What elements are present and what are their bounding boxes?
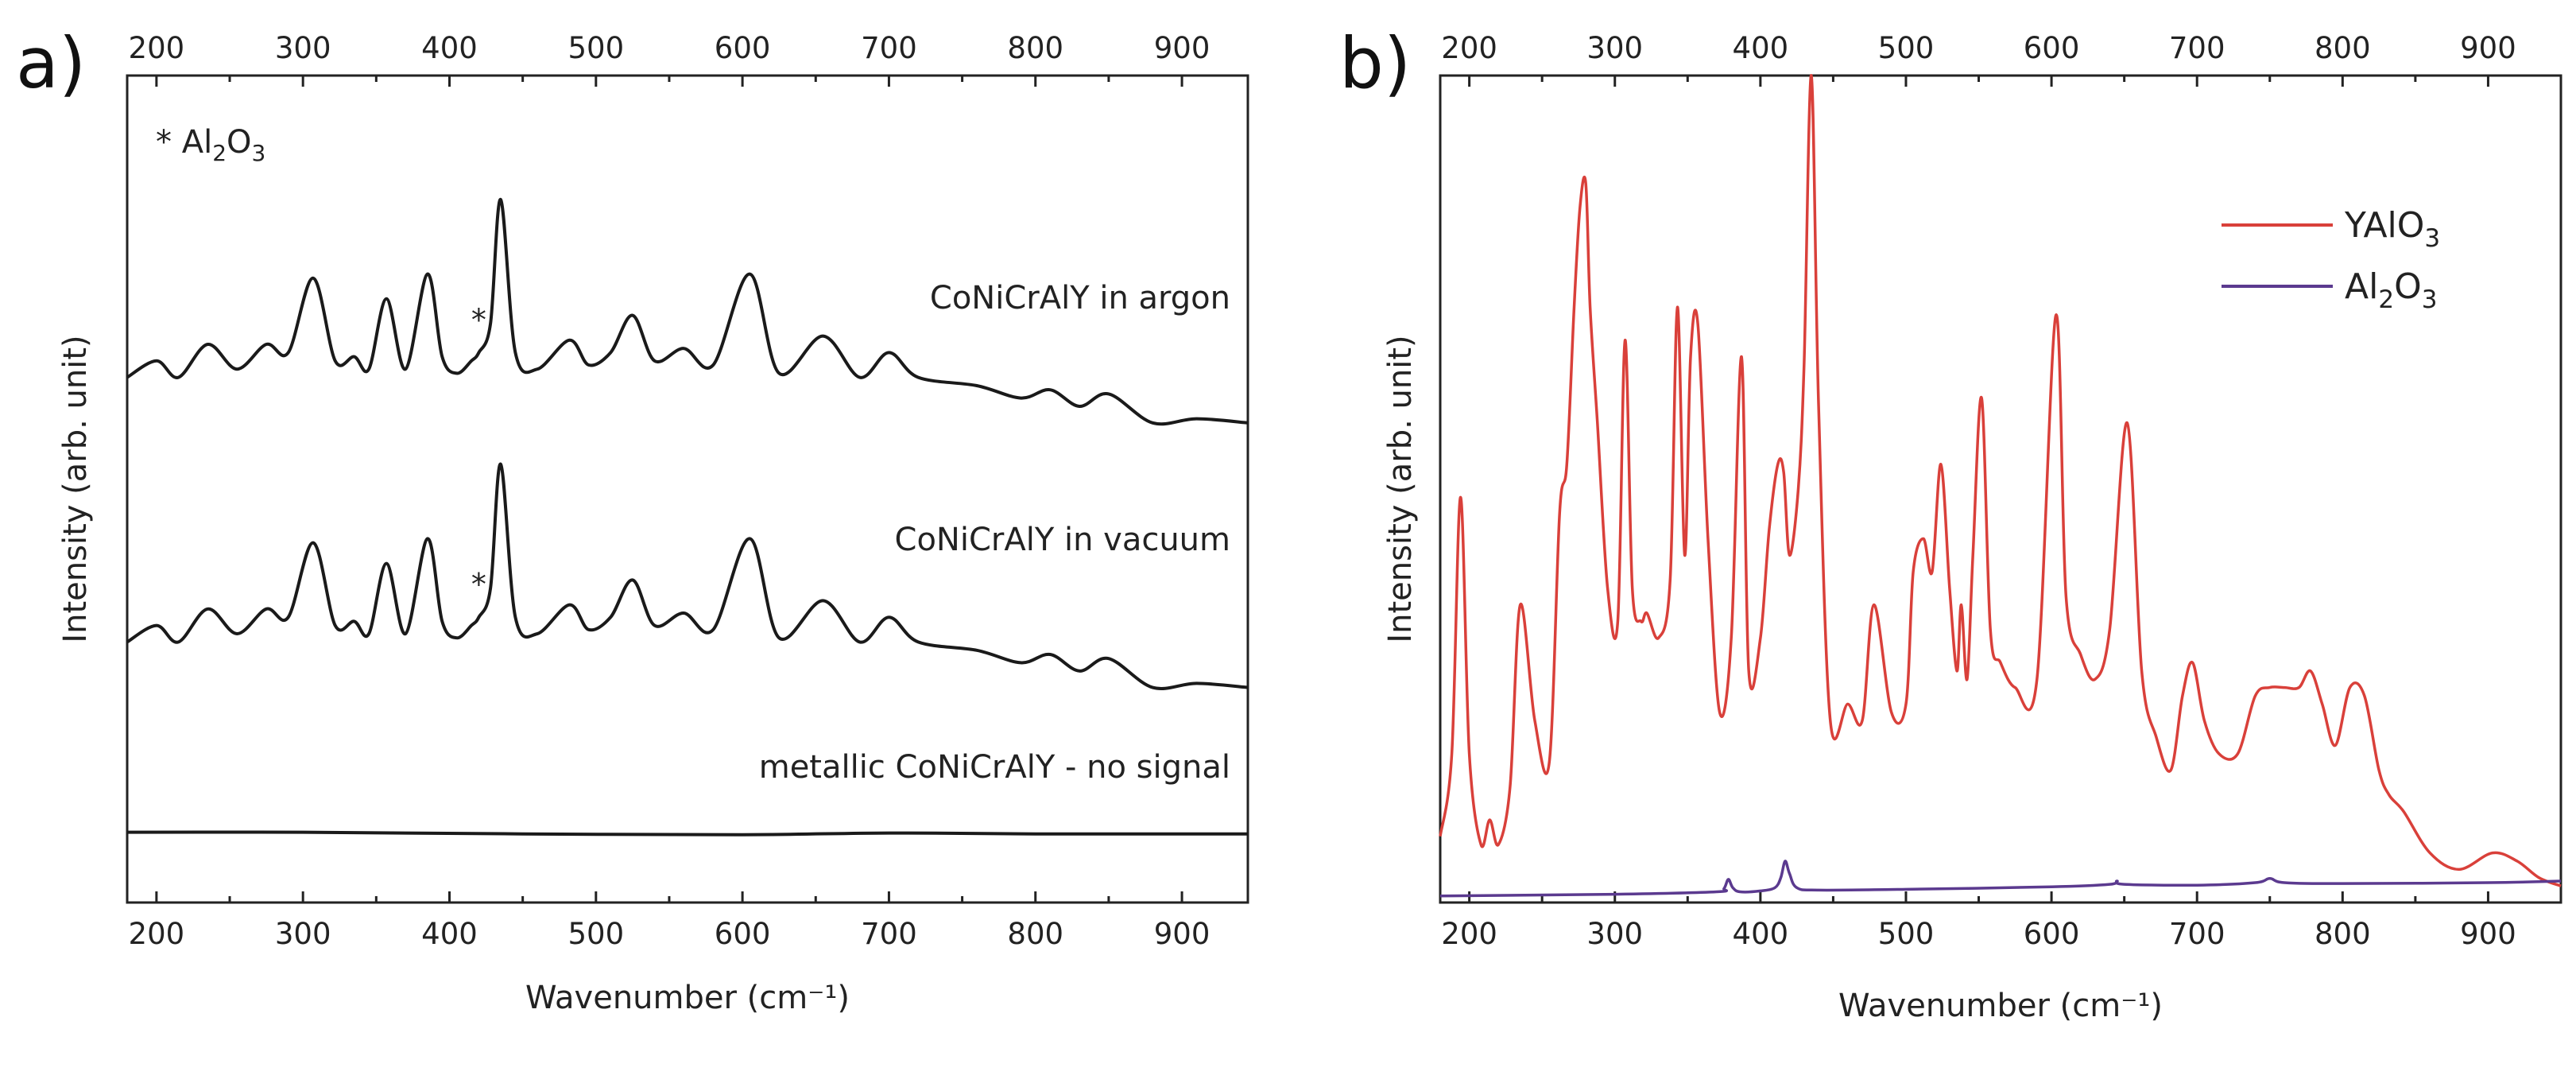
panel-a-chart: a) 200 300 400 500 600 700 800 900 200 300 400 500… [16, 22, 1249, 1016]
panel-b-x-tick-labels-bottom: 200 300 400 500 600 700 800 900 [1441, 917, 2516, 951]
series-line-metallic [126, 830, 1249, 837]
x-tick-label-bottom: 800 [2315, 917, 2371, 951]
series-line-vacuum [126, 462, 1249, 690]
legend-al-sub1: 2 [2378, 285, 2394, 314]
panel-b-chart: b) 200 300 400 500 600 700 800 900 200 300 400 500… [1339, 22, 2562, 1024]
series-label-vacuum: CoNiCrAlY in vacuum [895, 522, 1230, 558]
x-tick-label-top: 900 [1154, 31, 1211, 65]
annotation-sub1: 2 [212, 140, 227, 166]
legend-al-sub2: 3 [2422, 285, 2438, 314]
panel-a-label: a) [16, 22, 86, 104]
x-tick-label-bottom: 400 [421, 917, 478, 951]
x-tick-label-top: 800 [2315, 31, 2371, 65]
x-tick-label-bottom: 500 [567, 917, 624, 951]
x-tick-label-bottom: 200 [129, 917, 185, 951]
panel-a-x-tick-labels-top: 200 300 400 500 600 700 800 900 [129, 31, 1211, 65]
annotation-sub2: 3 [252, 140, 266, 166]
panel-a-ticks [155, 76, 1183, 903]
x-tick-label-top: 700 [861, 31, 917, 65]
x-tick-label-bottom: 200 [1441, 917, 1497, 951]
x-tick-label-bottom: 400 [1733, 917, 1789, 951]
x-tick-label-top: 400 [1733, 31, 1789, 65]
x-tick-label-top: 900 [2460, 31, 2516, 65]
legend-yalo-text: YAlO [2344, 205, 2424, 246]
series-line-yalo3 [1439, 74, 2562, 887]
panel-b-legend: YAlO3 Al2O3 [2222, 205, 2440, 314]
x-tick-label-bottom: 500 [1878, 917, 1935, 951]
x-tick-label-top: 300 [275, 31, 331, 65]
x-tick-label-bottom: 700 [2169, 917, 2225, 951]
panel-a-y-axis-title: Intensity (arb. unit) [57, 335, 94, 642]
panel-b-plot-frame [1439, 74, 2562, 904]
x-tick-label-bottom: 900 [2460, 917, 2516, 951]
x-tick-label-top: 700 [2169, 31, 2225, 65]
series-label-metallic: metallic CoNiCrAlY - no signal [759, 749, 1230, 786]
x-tick-label-top: 500 [1878, 31, 1935, 65]
panel-b-x-tick-labels-top: 200 300 400 500 600 700 800 900 [1441, 31, 2516, 65]
panel-a-annotation-al2o3: * Al2O3 [156, 124, 265, 166]
panel-b-x-axis-title: Wavenumber (cm⁻¹) [1838, 988, 2163, 1024]
panel-a-x-axis-title: Wavenumber (cm⁻¹) [525, 980, 850, 1016]
panel-b-ticks [1468, 76, 2489, 903]
annotation-o-text: O [227, 124, 251, 161]
x-tick-label-bottom: 800 [1007, 917, 1063, 951]
x-tick-label-top: 600 [2024, 31, 2080, 65]
series-line-al2o3 [1439, 860, 2562, 898]
panel-a-x-tick-labels-bottom: 200 300 400 500 600 700 800 900 [129, 917, 1211, 951]
x-tick-label-bottom: 900 [1154, 917, 1211, 951]
panel-a-plot-frame [126, 74, 1249, 904]
x-tick-label-top: 600 [715, 31, 771, 65]
x-tick-label-top: 400 [421, 31, 478, 65]
legend-al-text: Al [2345, 266, 2378, 307]
x-tick-label-top: 500 [567, 31, 624, 65]
x-tick-label-bottom: 300 [275, 917, 331, 951]
alumina-peak-star-argon: * [471, 302, 486, 337]
series-label-argon: CoNiCrAlY in argon [930, 280, 1230, 316]
panel-b-label: b) [1339, 22, 1411, 104]
x-tick-label-top: 200 [129, 31, 185, 65]
x-tick-label-bottom: 600 [2024, 917, 2080, 951]
panel-b-series [1439, 74, 2562, 898]
x-tick-label-bottom: 600 [715, 917, 771, 951]
x-tick-label-bottom: 700 [861, 917, 917, 951]
x-tick-label-top: 300 [1586, 31, 1643, 65]
legend-label-al2o3: Al2O3 [2345, 266, 2437, 314]
alumina-peak-star-vacuum: * [471, 567, 486, 602]
panel-b-y-axis-title: Intensity (arb. unit) [1382, 335, 1419, 642]
legend-label-yalo3: YAlO3 [2344, 205, 2440, 253]
x-tick-label-bottom: 300 [1586, 917, 1643, 951]
annotation-al-text: * Al [156, 124, 212, 161]
legend-o-text: O [2394, 266, 2422, 307]
x-tick-label-top: 800 [1007, 31, 1063, 65]
legend-yalo-sub: 3 [2424, 224, 2440, 253]
panel-a-series [126, 197, 1249, 837]
series-line-argon [126, 197, 1249, 426]
x-tick-label-top: 200 [1441, 31, 1497, 65]
